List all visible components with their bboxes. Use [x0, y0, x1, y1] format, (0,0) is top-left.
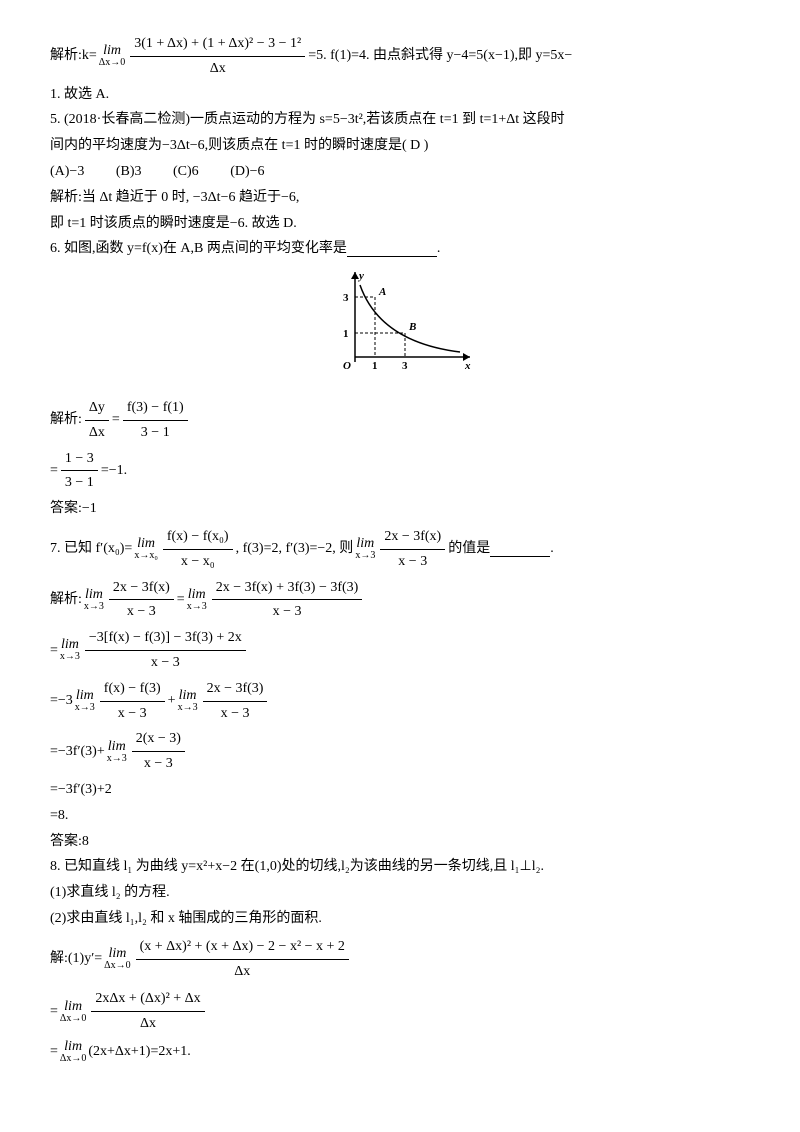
q7-answer: 答案:8: [50, 830, 750, 854]
q6-analysis-1: 解析: Δy Δx = f(3) − f(1) 3 − 1: [50, 396, 750, 445]
svg-text:A: A: [378, 286, 386, 298]
limit-symbol: limx→3: [84, 588, 104, 612]
choice-d: (D)−6: [230, 160, 264, 184]
q5-line1: 5. (2018·长春高二检测)一质点运动的方程为 s=5−3t²,若该质点在 …: [50, 108, 750, 132]
fraction: 1 − 3 3 − 1: [61, 447, 98, 496]
blank-underline: [347, 242, 437, 257]
fraction: Δy Δx: [85, 396, 109, 445]
q4-tail: =5. f(1)=4. 由点斜式得 y−4=5(x−1),即 y=5x−: [308, 44, 572, 68]
q8-stem: 8. 已知直线 l₁ 为曲线 y=x²+x−2 在(1,0)处的切线,l₂为该曲…: [50, 855, 750, 879]
limit-symbol: limΔx→0: [104, 947, 130, 971]
q8-part1: (1)求直线 l₂ 的方程.: [50, 881, 750, 905]
fraction: 2x − 3f(x) x − 3: [109, 576, 174, 625]
fraction: (x + Δx)² + (x + Δx) − 2 − x² − x + 2 Δx: [136, 935, 349, 984]
svg-text:1: 1: [343, 328, 349, 340]
limit-symbol: limx→x₀: [134, 537, 158, 561]
q7-step6: =−3f′(3)+2: [50, 778, 750, 802]
svg-text:1: 1: [372, 360, 378, 372]
q5-exp1: 解析:当 Δt 趋近于 0 时, −3Δt−6 趋近于−6,: [50, 186, 750, 210]
q6-stem: 6. 如图,函数 y=f(x)在 A,B 两点间的平均变化率是 .: [50, 237, 750, 261]
q7-step3: = limx→3 −3[f(x) − f(3)] − 3f(3) + 2x x …: [50, 626, 750, 675]
q4-prefix: 解析:k=: [50, 44, 97, 68]
limit-symbol: limx→3: [107, 740, 127, 764]
q6-answer: 答案:−1: [50, 497, 750, 521]
fraction: −3[f(x) − f(3)] − 3f(3) + 2x x − 3: [85, 626, 246, 675]
fraction: f(3) − f(1) 3 − 1: [123, 396, 188, 445]
svg-text:x: x: [464, 360, 471, 372]
fraction: 2x − 3f(x) + 3f(3) − 3f(3) x − 3: [212, 576, 363, 625]
svg-text:B: B: [408, 321, 416, 333]
limit-symbol: limΔx→0: [60, 1000, 86, 1024]
q6-analysis-2: = 1 − 3 3 − 1 =−1.: [50, 447, 750, 496]
q7-step1: 解析: limx→3 2x − 3f(x) x − 3 = limx→3 2x …: [50, 576, 750, 625]
limit-symbol: limx→3: [60, 638, 80, 662]
fraction: 2xΔx + (Δx)² + Δx Δx: [91, 987, 204, 1036]
q7-step7: =8.: [50, 804, 750, 828]
q5-choices: (A)−3 (B)3 (C)6 (D)−6: [50, 160, 750, 184]
q5-exp2: 即 t=1 时该质点的瞬时速度是−6. 故选 D.: [50, 212, 750, 236]
q7-step4: =−3 limx→3 f(x) − f(3) x − 3 + limx→3 2x…: [50, 677, 750, 726]
choice-b: (B)3: [116, 160, 142, 184]
q8-sol-1: 解:(1)y′= limΔx→0 (x + Δx)² + (x + Δx) − …: [50, 935, 750, 984]
q4-cont: 1. 故选 A.: [50, 83, 750, 107]
fraction: f(x) − f(3) x − 3: [100, 677, 165, 726]
fraction: 2x − 3f(x) x − 3: [380, 525, 445, 574]
limit-symbol: limx→3: [75, 689, 95, 713]
limit-symbol: limx→3: [178, 689, 198, 713]
svg-text:y: y: [357, 270, 364, 282]
choice-c: (C)6: [173, 160, 199, 184]
limit-symbol: lim Δx→0: [99, 44, 125, 68]
q8-part2: (2)求由直线 l₁,l₂ 和 x 轴围成的三角形的面积.: [50, 907, 750, 931]
fraction: f(x) − f(x₀) x − x₀: [163, 525, 233, 574]
svg-text:O: O: [343, 360, 351, 372]
q8-sol-3: = limΔx→0 (2x+Δx+1)=2x+1.: [50, 1040, 750, 1064]
svg-text:3: 3: [343, 292, 349, 304]
fraction: 2(x − 3) x − 3: [132, 727, 185, 776]
curve-graph-svg: y A B 3 1 O 1 3 x: [325, 267, 475, 377]
q4-analysis: 解析:k= lim Δx→0 3(1 + Δx) + (1 + Δx)² − 3…: [50, 32, 750, 81]
q7-step5: =−3f′(3)+ limx→3 2(x − 3) x − 3: [50, 727, 750, 776]
q7-stem: 7. 已知 f′(x₀)= limx→x₀ f(x) − f(x₀) x − x…: [50, 525, 750, 574]
choice-a: (A)−3: [50, 160, 84, 184]
svg-text:3: 3: [402, 360, 408, 372]
limit-symbol: limx→3: [355, 537, 375, 561]
blank-underline: [490, 542, 550, 557]
limit-symbol: limx→3: [187, 588, 207, 612]
fraction: 2x − 3f(3) x − 3: [203, 677, 268, 726]
q8-sol-2: = limΔx→0 2xΔx + (Δx)² + Δx Δx: [50, 987, 750, 1036]
q5-line2: 间内的平均速度为−3Δt−6,则该质点在 t=1 时的瞬时速度是( D ): [50, 134, 750, 158]
fraction: 3(1 + Δx) + (1 + Δx)² − 3 − 1² Δx: [130, 32, 305, 81]
limit-symbol: limΔx→0: [60, 1040, 86, 1064]
q6-graph: y A B 3 1 O 1 3 x: [50, 267, 750, 386]
